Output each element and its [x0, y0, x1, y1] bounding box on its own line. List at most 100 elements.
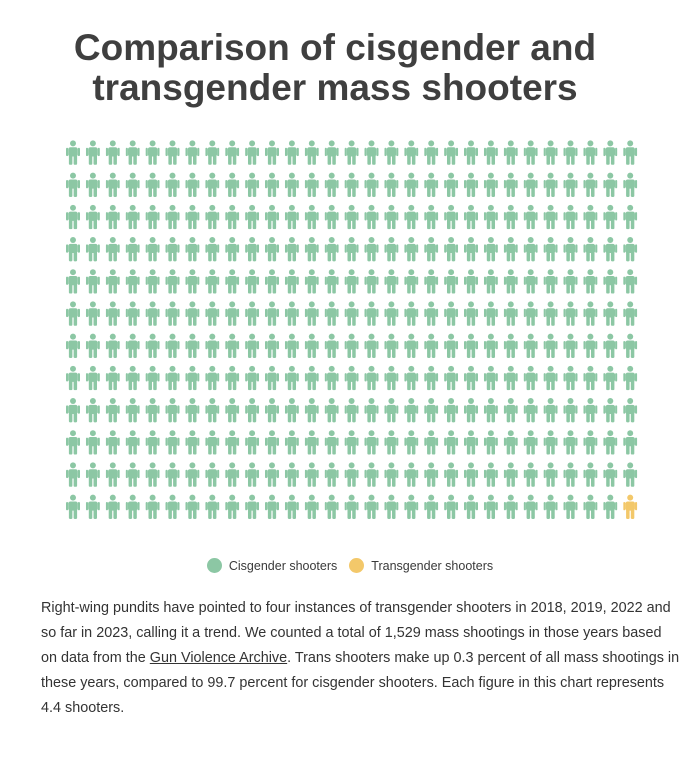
cisgender-figure — [464, 494, 478, 519]
cisgender-figure — [165, 269, 180, 294]
description-text-part1: Right-wing pundits have pointed to four … — [41, 600, 671, 666]
cisgender-figure — [125, 430, 140, 455]
cisgender-figure — [404, 398, 419, 423]
cisgender-figure — [105, 494, 120, 519]
cisgender-figure — [623, 269, 638, 294]
cisgender-figure — [523, 333, 538, 358]
cisgender-figure — [225, 237, 240, 262]
cisgender-figure — [404, 333, 419, 358]
cisgender-figure — [245, 204, 260, 230]
cisgender-figure — [324, 462, 339, 487]
cisgender-figure — [344, 365, 359, 391]
cisgender-figure — [483, 140, 498, 165]
cisgender-figure — [464, 140, 478, 165]
cisgender-figure — [464, 365, 478, 391]
cisgender-figure — [424, 333, 439, 358]
cisgender-figure — [185, 140, 200, 165]
cisgender-figure — [483, 398, 498, 423]
cisgender-figure — [384, 204, 399, 230]
cisgender-figure — [424, 269, 439, 294]
cisgender-figure — [66, 430, 80, 455]
cisgender-figure — [66, 365, 80, 391]
cisgender-figure — [265, 462, 279, 487]
cisgender-figure — [444, 140, 459, 165]
cisgender-figure — [66, 269, 80, 294]
cisgender-figure — [583, 237, 598, 262]
cisgender-figure — [225, 172, 240, 197]
cisgender-figure — [603, 172, 618, 197]
cisgender-figure — [304, 462, 319, 487]
cisgender-figure — [404, 365, 419, 391]
cisgender-figure — [583, 430, 598, 455]
cisgender-figure — [503, 365, 518, 391]
cisgender-figure — [503, 140, 518, 165]
cisgender-figure — [225, 140, 240, 165]
gun-violence-archive-link[interactable]: Gun Violence Archive — [149, 650, 288, 666]
cisgender-figure — [85, 398, 100, 423]
cisgender-figure — [503, 237, 518, 262]
cisgender-figure — [583, 301, 598, 326]
cisgender-figure — [125, 172, 140, 197]
cisgender-figure — [225, 301, 240, 326]
cisgender-figure — [364, 237, 379, 262]
cisgender-figure — [424, 301, 439, 326]
legend-item-cisgender: Cisgender shooters — [206, 558, 337, 573]
cisgender-figure — [265, 269, 279, 294]
cisgender-figure — [165, 398, 180, 423]
cisgender-figure — [145, 172, 160, 197]
cisgender-figure — [245, 172, 260, 197]
cisgender-figure — [344, 462, 359, 487]
cisgender-figure — [185, 269, 200, 294]
cisgender-figure — [85, 269, 100, 294]
cisgender-figure — [125, 301, 140, 326]
cisgender-figure — [444, 398, 459, 423]
cisgender-figure — [66, 172, 80, 197]
cisgender-figure — [523, 269, 538, 294]
cisgender-figure — [165, 140, 180, 165]
cisgender-figure — [205, 430, 220, 455]
cisgender-figure — [324, 237, 339, 262]
cisgender-figure — [185, 365, 200, 391]
cisgender-figure — [603, 430, 618, 455]
cisgender-figure — [364, 365, 379, 391]
cisgender-figure — [523, 430, 538, 455]
cisgender-figure — [105, 237, 120, 262]
cisgender-figure — [205, 398, 220, 423]
cisgender-figure — [563, 333, 578, 358]
cisgender-figure — [444, 462, 459, 487]
cisgender-figure — [623, 237, 638, 262]
cisgender-figure — [583, 172, 598, 197]
cisgender-figure — [543, 204, 558, 230]
cisgender-figure — [105, 172, 120, 197]
cisgender-figure — [105, 333, 120, 358]
cisgender-figure — [85, 365, 100, 391]
cisgender-figure — [245, 237, 260, 262]
cisgender-figure — [125, 269, 140, 294]
cisgender-figure — [145, 269, 160, 294]
cisgender-figure — [105, 398, 120, 423]
cisgender-figure — [225, 333, 240, 358]
cisgender-figure — [125, 462, 140, 487]
cisgender-figure — [344, 204, 359, 230]
cisgender-figure — [344, 269, 359, 294]
cisgender-figure — [284, 430, 299, 455]
cisgender-figure — [304, 494, 319, 519]
cisgender-figure — [364, 172, 379, 197]
cisgender-figure — [284, 269, 299, 294]
cisgender-figure — [245, 301, 260, 326]
cisgender-figure — [324, 430, 339, 455]
cisgender-figure — [185, 172, 200, 197]
cisgender-figure — [583, 365, 598, 391]
cisgender-figure — [444, 269, 459, 294]
cisgender-figure — [543, 430, 558, 455]
cisgender-figure — [245, 462, 260, 487]
cisgender-figure — [523, 398, 538, 423]
cisgender-figure — [205, 172, 220, 197]
cisgender-figure — [265, 172, 279, 197]
cisgender-figure — [623, 172, 638, 197]
cisgender-figure — [404, 172, 419, 197]
cisgender-figure — [424, 172, 439, 197]
cisgender-figure — [284, 398, 299, 423]
cisgender-figure — [324, 494, 339, 519]
cisgender-figure — [185, 333, 200, 358]
